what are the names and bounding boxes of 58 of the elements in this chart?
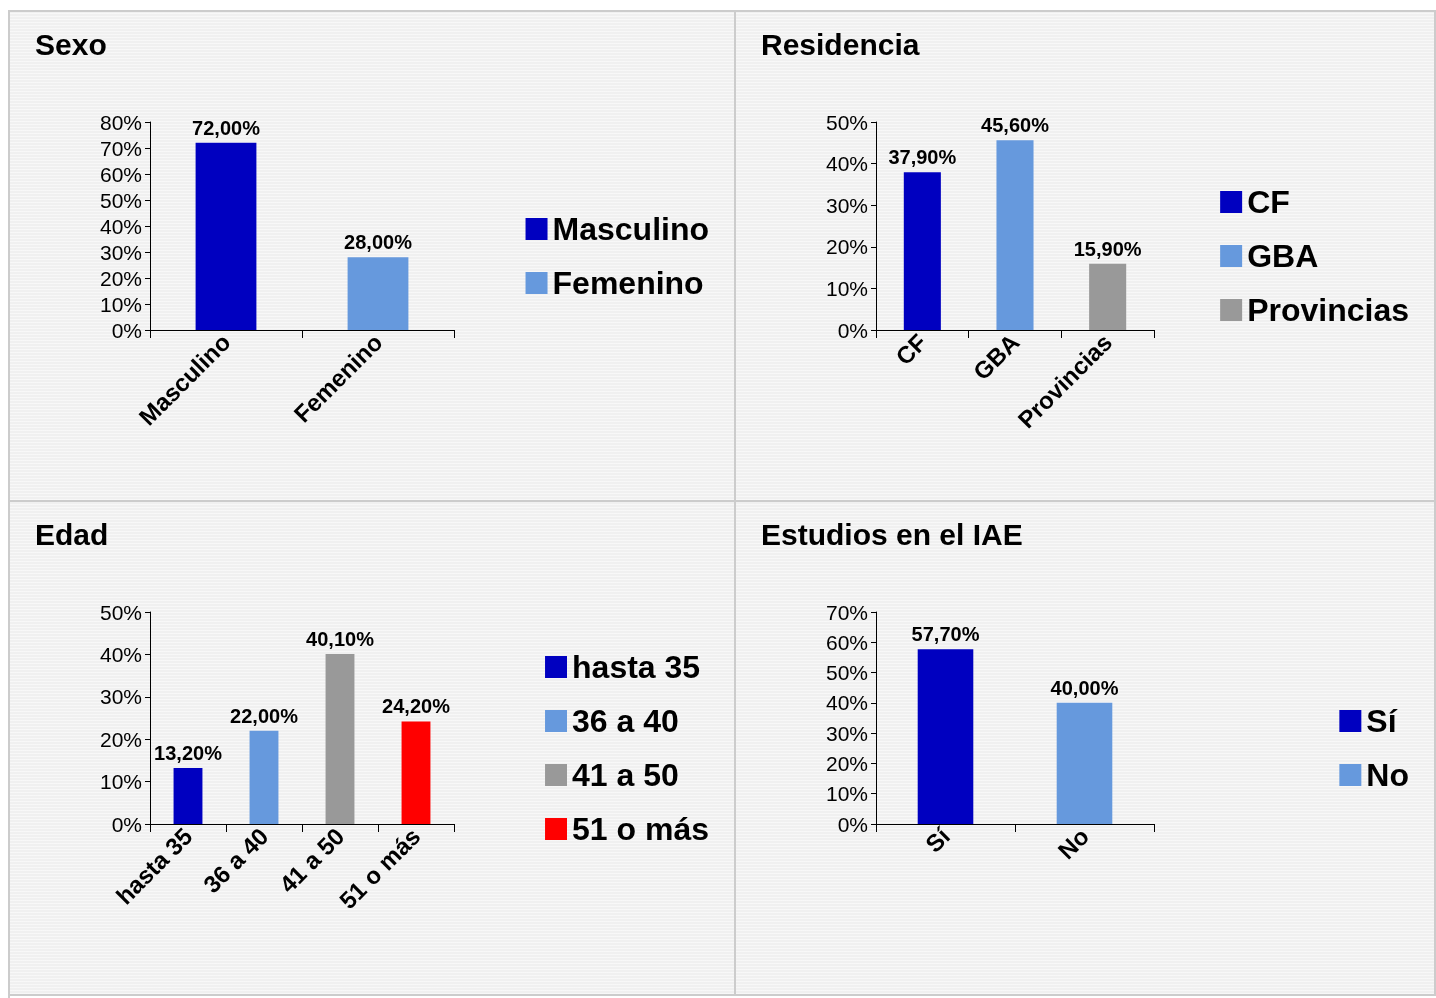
y-tick-label: 0% — [111, 318, 142, 342]
y-tick-label: 30% — [99, 685, 142, 709]
data-label: 15,90% — [1073, 237, 1142, 260]
y-tick-label: 0% — [837, 812, 868, 836]
legend-label: Sí — [1366, 703, 1398, 739]
y-tick-label: 0% — [837, 318, 868, 342]
y-tick-label: 10% — [825, 276, 868, 300]
y-tick-label: 30% — [825, 193, 868, 217]
y-tick-label: 10% — [99, 292, 142, 316]
chart-title: Edad — [35, 517, 109, 551]
y-tick-label: 50% — [99, 600, 142, 624]
chart-title: Residencia — [761, 27, 920, 61]
data-label: 57,70% — [911, 623, 980, 646]
data-label: 24,20% — [382, 695, 451, 718]
y-tick-label: 20% — [99, 727, 142, 751]
legend-label: hasta 35 — [572, 649, 701, 685]
data-label: 13,20% — [154, 742, 223, 765]
y-tick-label: 50% — [825, 110, 868, 134]
chart-title: Estudios en el IAE — [761, 517, 1023, 551]
legend-label: 36 a 40 — [572, 703, 679, 739]
x-tick-label: Sí — [919, 821, 956, 858]
data-label: 72,00% — [192, 116, 261, 139]
data-label: 45,60% — [981, 114, 1050, 137]
data-label: 22,00% — [230, 704, 299, 727]
y-tick-label: 10% — [99, 770, 142, 794]
legend-label: CF — [1247, 184, 1290, 220]
legend-label: 41 a 50 — [572, 757, 679, 793]
x-tick-label: No — [1052, 822, 1095, 865]
y-tick-label: 80% — [99, 110, 142, 134]
legend-label: No — [1366, 757, 1409, 793]
y-tick-label: 60% — [99, 162, 142, 186]
y-tick-label: 40% — [825, 691, 868, 715]
data-label: 40,10% — [306, 627, 375, 650]
legend-label: Provincias — [1247, 292, 1409, 328]
legend-label: Femenino — [552, 265, 704, 301]
y-tick-label: 30% — [825, 721, 868, 745]
data-label: 40,00% — [1050, 676, 1119, 699]
y-tick-label: 0% — [111, 812, 142, 836]
y-tick-label: 20% — [99, 266, 142, 290]
y-tick-label: 50% — [99, 188, 142, 212]
y-tick-label: 70% — [99, 136, 142, 160]
data-label: 28,00% — [344, 231, 413, 254]
x-tick-label: CF — [890, 328, 932, 371]
y-tick-label: 70% — [825, 600, 868, 624]
x-tick-label: 36 a 40 — [197, 822, 274, 899]
y-tick-label: 30% — [99, 240, 142, 264]
y-tick-label: 40% — [825, 152, 868, 176]
y-tick-label: 20% — [825, 751, 868, 775]
y-tick-label: 40% — [99, 642, 142, 666]
y-tick-label: 50% — [825, 661, 868, 685]
legend-label: GBA — [1247, 238, 1319, 274]
data-label: 37,90% — [888, 146, 957, 169]
y-tick-label: 60% — [825, 630, 868, 654]
y-tick-label: 40% — [99, 214, 142, 238]
chart-title: Sexo — [35, 27, 107, 61]
y-tick-label: 10% — [825, 782, 868, 806]
legend-label: Masculino — [552, 211, 709, 247]
y-tick-label: 20% — [825, 235, 868, 259]
